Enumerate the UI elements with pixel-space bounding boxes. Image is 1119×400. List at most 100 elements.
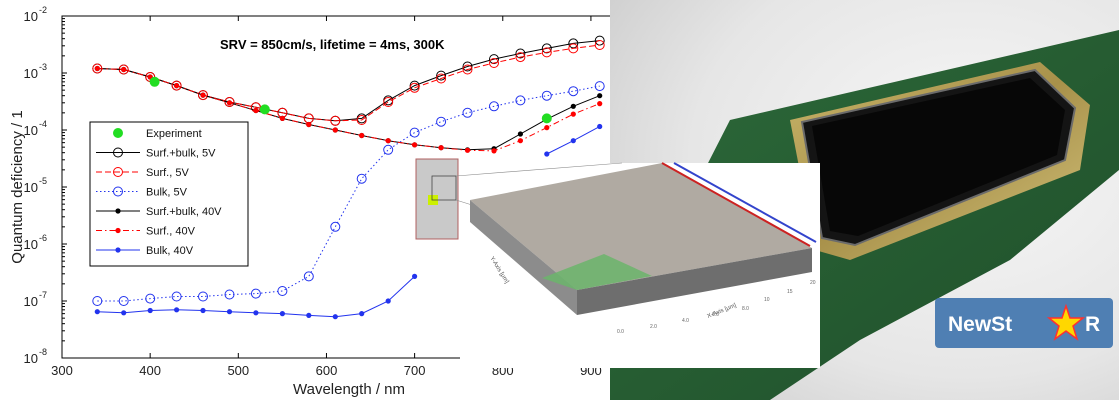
legend-entry: Surf.+bulk, 5V xyxy=(96,147,216,160)
data-point xyxy=(198,90,208,101)
data-point xyxy=(303,271,314,282)
series-surf-40v xyxy=(94,65,603,154)
y-tick-base: 10 xyxy=(24,294,38,309)
zoom-line-top xyxy=(455,162,623,177)
data-point xyxy=(462,61,473,72)
data-point xyxy=(198,291,208,302)
data-point xyxy=(121,66,127,73)
logo-star-icon xyxy=(1046,303,1086,341)
data-point xyxy=(541,90,552,101)
y-tick-label: 10 -5 xyxy=(24,176,47,195)
legend-marker xyxy=(115,208,121,214)
data-point xyxy=(594,40,605,50)
chart-annotation: SRV = 850cm/s, lifetime = 4ms, 300K xyxy=(220,37,445,52)
data-point xyxy=(412,142,418,148)
data-point xyxy=(359,311,365,317)
sensor-active-area xyxy=(812,78,1065,236)
y-tick-exponent: -4 xyxy=(39,119,47,129)
data-point xyxy=(385,298,391,304)
data-point xyxy=(597,123,603,130)
data-point xyxy=(517,131,524,137)
x-tick-label: 500 xyxy=(227,363,249,378)
data-point xyxy=(253,107,259,114)
slab-green-region xyxy=(542,254,652,290)
data-point xyxy=(570,138,576,144)
legend-entry: Bulk, 5V xyxy=(96,186,188,199)
data-point xyxy=(489,58,499,68)
legend-entry: Bulk, 40V xyxy=(96,245,194,257)
data-point xyxy=(171,80,182,91)
newstar-logo: NewSt R xyxy=(935,298,1113,348)
data-point xyxy=(489,101,499,112)
data-point xyxy=(541,113,552,124)
x-axis-title: Wavelength / nm xyxy=(293,381,405,398)
legend-marker xyxy=(113,167,123,177)
inset-tick-label: 4.0 xyxy=(682,318,689,324)
y-tick-exponent: -5 xyxy=(39,176,47,186)
legend-marker xyxy=(113,186,123,197)
inset-zoom-box xyxy=(431,175,457,201)
data-point xyxy=(491,148,497,154)
data-point xyxy=(174,83,180,89)
y-tick-base: 10 xyxy=(24,237,38,252)
data-point xyxy=(330,221,341,232)
x-tick-label: 400 xyxy=(139,363,161,378)
y-tick-base: 10 xyxy=(24,9,38,24)
inset-tick-label: 20 xyxy=(810,280,816,286)
data-point xyxy=(171,291,182,302)
legend-marker xyxy=(113,128,123,138)
data-point xyxy=(462,64,473,75)
legend-label: Experiment xyxy=(146,128,202,140)
x-tick-label: 700 xyxy=(404,363,426,378)
data-point xyxy=(359,132,365,139)
y-tick-label: 10 -6 xyxy=(24,233,47,252)
data-point xyxy=(147,307,153,314)
data-point xyxy=(279,311,285,317)
data-point xyxy=(515,52,526,63)
legend-entry: Surf., 40V xyxy=(96,226,196,238)
data-point xyxy=(226,309,233,315)
data-point xyxy=(383,97,394,107)
series-line xyxy=(97,68,600,152)
data-point xyxy=(544,151,550,157)
inset-tick-labels: 0.0 2.0 4.0 6.0 8.0 10 15 20 xyxy=(617,280,816,335)
y-axis-title: Quantum deficiency / 1 xyxy=(9,110,26,263)
y-tick-label: 10 -4 xyxy=(24,119,47,138)
data-point xyxy=(544,125,550,131)
series-layer xyxy=(92,35,605,320)
data-point xyxy=(436,70,447,81)
data-point xyxy=(94,65,100,72)
data-point xyxy=(224,289,235,300)
data-point xyxy=(306,312,312,318)
data-point xyxy=(515,48,526,59)
data-point xyxy=(570,111,576,117)
slab-front-face xyxy=(470,200,577,315)
legend-entry: Surf., 5V xyxy=(96,167,189,179)
legend-box xyxy=(89,121,249,267)
data-point xyxy=(250,288,261,299)
data-point xyxy=(383,144,394,155)
inset-tick-label: 0.0 xyxy=(617,329,624,335)
legend-entry: Experiment xyxy=(113,128,202,140)
y-tick-label: 10 -3 xyxy=(24,62,47,81)
data-point xyxy=(94,309,100,315)
legend-marker xyxy=(115,227,121,234)
x-tick-label: 300 xyxy=(51,363,73,378)
data-point xyxy=(306,121,312,128)
data-point xyxy=(92,296,103,306)
inset-tick-label: 2.0 xyxy=(650,324,657,330)
y-tick-base: 10 xyxy=(24,351,38,366)
legend: Experiment Surf.+bulk, 5V Surf., 5V Bulk, 5… xyxy=(89,121,249,267)
legend-marker xyxy=(115,247,121,253)
data-point xyxy=(332,314,338,320)
data-point xyxy=(253,310,259,316)
data-point xyxy=(489,54,499,65)
data-point xyxy=(409,80,420,91)
y-tick-exponent: -2 xyxy=(39,5,47,15)
y-tick-base: 10 xyxy=(24,66,38,81)
data-point xyxy=(409,127,420,138)
y-tick-exponent: -7 xyxy=(39,290,47,300)
legend-marker xyxy=(113,147,123,158)
data-point xyxy=(464,147,471,153)
